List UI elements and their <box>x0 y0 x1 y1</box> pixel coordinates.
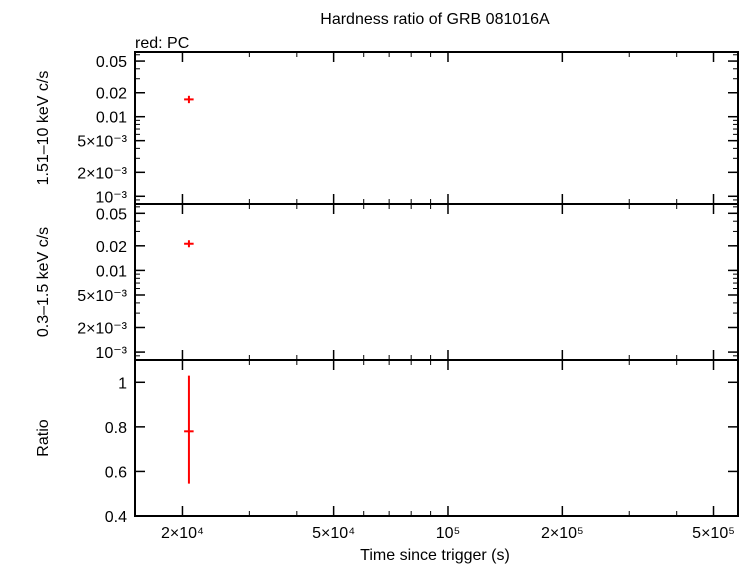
x-tick-label: 5×10⁴ <box>312 525 355 542</box>
panel-middle: 0.05 0.02 0.01 5×10⁻³ 2×10⁻³ 10⁻³ 0.3–1.5 keV … <box>35 203 739 362</box>
y-tick-label: 0.4 <box>105 509 127 526</box>
y-axis-label: 0.3–1.5 keV c/s <box>35 227 52 337</box>
y-axis-label: 1.51–10 keV c/s <box>35 71 52 186</box>
panel-frame <box>134 51 739 205</box>
chart-subtitle: red: PC <box>135 35 189 52</box>
panel-frame <box>134 203 739 361</box>
y-tick-label: 0.05 <box>96 54 127 71</box>
panel-bottom: 1 0.8 0.6 0.4 Ratio 2×10⁴ 5×10⁴ 10⁵ 2×10⁵ 5×10⁵ <box>35 359 739 542</box>
x-tick-label: 10⁵ <box>436 525 460 542</box>
y-tick-label: 2×10⁻³ <box>77 165 127 182</box>
y-tick-label: 0.6 <box>105 464 127 481</box>
x-axis-label: Time since trigger (s) <box>360 547 510 564</box>
panel-frame <box>134 359 739 517</box>
y-tick-label: 0.05 <box>96 206 127 223</box>
y-tick-label: 1 <box>118 375 127 392</box>
y-tick-label: 10⁻³ <box>95 189 127 206</box>
y-tick-label: 0.01 <box>96 110 127 127</box>
chart-title: Hardness ratio of GRB 081016A <box>320 11 550 28</box>
panel-top: 0.05 0.02 0.01 5×10⁻³ 2×10⁻³ 10⁻³ 1.51–10 keV … <box>35 51 739 206</box>
x-tick-label: 5×10⁵ <box>692 525 735 542</box>
y-tick-label: 5×10⁻³ <box>77 288 127 305</box>
y-tick-label: 5×10⁻³ <box>77 134 127 151</box>
y-axis-label: Ratio <box>35 419 52 456</box>
x-tick-label: 2×10⁵ <box>541 525 584 542</box>
y-tick-label: 0.01 <box>96 263 127 280</box>
y-tick-label: 0.02 <box>96 239 127 256</box>
y-tick-label: 0.8 <box>105 420 127 437</box>
y-tick-label: 2×10⁻³ <box>77 320 127 337</box>
x-tick-label: 2×10⁴ <box>161 525 204 542</box>
y-tick-label: 0.02 <box>96 86 127 103</box>
y-tick-label: 10⁻³ <box>95 345 127 362</box>
